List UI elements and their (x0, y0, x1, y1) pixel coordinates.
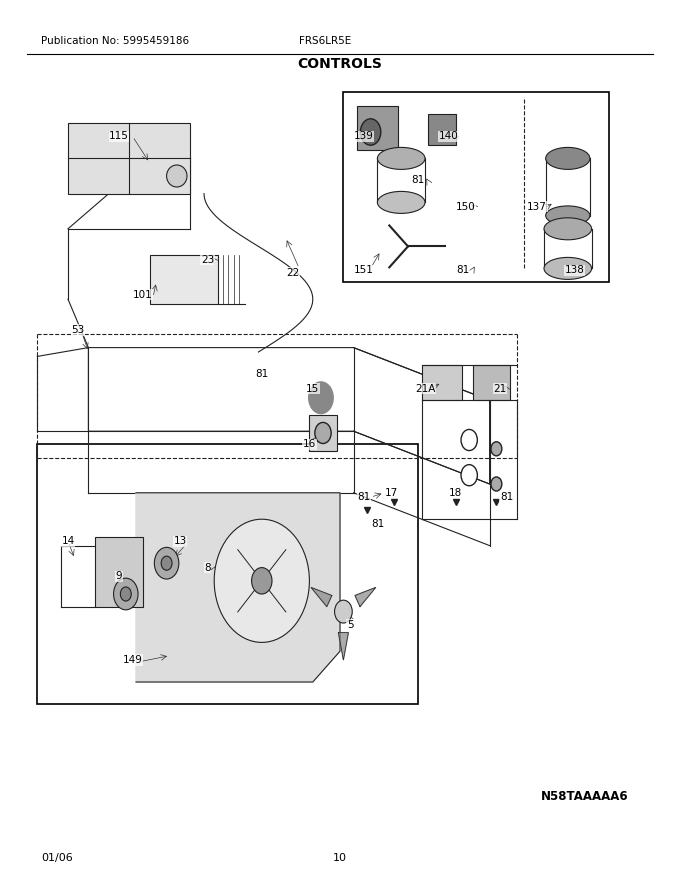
Polygon shape (136, 493, 340, 682)
Circle shape (114, 578, 138, 610)
Text: 13: 13 (173, 536, 187, 546)
Bar (68, 123, 190, 194)
Text: 23: 23 (201, 254, 214, 265)
Circle shape (309, 382, 333, 414)
Bar (473, 365, 510, 400)
Text: 17: 17 (384, 488, 398, 498)
Text: 9: 9 (116, 571, 122, 582)
Circle shape (252, 568, 272, 594)
Circle shape (154, 547, 179, 579)
Text: CONTROLS: CONTROLS (298, 57, 382, 71)
Text: 81: 81 (456, 265, 469, 275)
Circle shape (120, 587, 131, 601)
Text: 01/06: 01/06 (41, 853, 73, 863)
Bar (428, 114, 456, 145)
Bar (343, 92, 609, 282)
Text: 138: 138 (564, 265, 585, 275)
Text: 81: 81 (357, 492, 371, 502)
Circle shape (461, 429, 477, 451)
Ellipse shape (377, 192, 425, 214)
Ellipse shape (167, 165, 187, 187)
Text: 81: 81 (411, 175, 425, 186)
Text: 21A: 21A (415, 384, 435, 394)
Text: 53: 53 (71, 325, 85, 335)
Ellipse shape (544, 217, 592, 239)
Bar (37, 444, 418, 704)
Text: 151: 151 (354, 265, 374, 275)
Text: 21: 21 (493, 384, 507, 394)
Text: FRS6LR5E: FRS6LR5E (299, 36, 352, 47)
Polygon shape (311, 588, 332, 606)
Circle shape (461, 465, 477, 486)
Bar (95, 537, 143, 607)
Text: 15: 15 (306, 384, 320, 394)
Polygon shape (355, 588, 376, 606)
Text: N58TAAAAA6: N58TAAAAA6 (541, 790, 628, 803)
Text: 137: 137 (527, 202, 547, 212)
Ellipse shape (545, 148, 590, 170)
Circle shape (491, 477, 502, 491)
Text: 150: 150 (456, 202, 476, 212)
Text: 140: 140 (439, 131, 459, 142)
Polygon shape (339, 633, 348, 660)
Circle shape (161, 556, 172, 570)
Circle shape (214, 519, 309, 642)
Text: 149: 149 (122, 655, 143, 665)
Ellipse shape (377, 148, 425, 170)
Text: 139: 139 (354, 131, 374, 142)
Ellipse shape (544, 258, 592, 280)
Bar (309, 415, 337, 451)
Text: 18: 18 (449, 488, 462, 498)
Text: 8: 8 (204, 562, 211, 573)
Circle shape (491, 442, 502, 456)
Text: 101: 101 (133, 290, 153, 300)
Text: 81: 81 (371, 518, 384, 529)
Text: 14: 14 (61, 536, 75, 546)
Text: Publication No: 5995459186: Publication No: 5995459186 (41, 36, 189, 47)
Text: 115: 115 (109, 131, 129, 142)
Circle shape (315, 422, 331, 444)
Bar (422, 365, 462, 400)
Circle shape (335, 600, 352, 623)
Text: 22: 22 (286, 268, 299, 278)
Text: 5: 5 (347, 620, 354, 630)
Text: 81: 81 (500, 492, 513, 502)
Ellipse shape (545, 206, 590, 225)
Text: 10: 10 (333, 853, 347, 863)
Bar (357, 106, 398, 150)
Text: 81: 81 (255, 369, 269, 379)
Circle shape (360, 119, 381, 145)
Bar (150, 255, 218, 304)
Text: 16: 16 (303, 439, 316, 450)
